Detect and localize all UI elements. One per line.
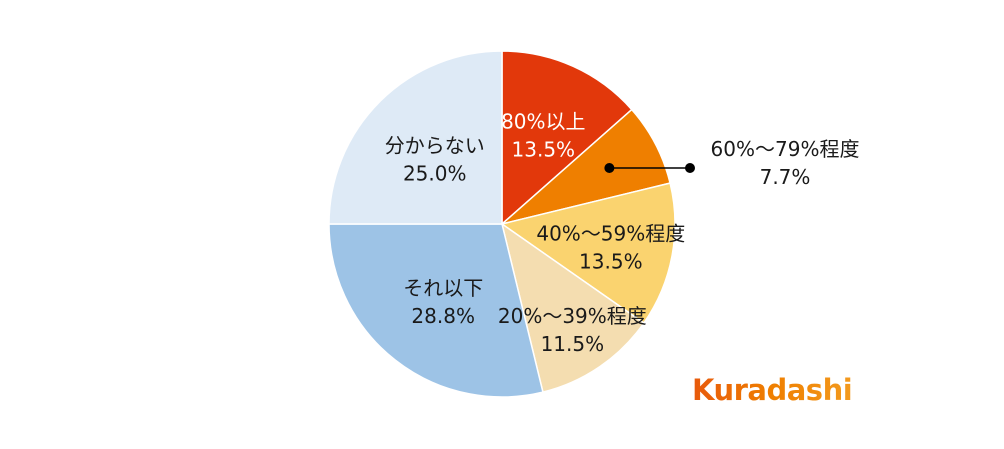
callout-line	[604, 163, 695, 174]
slice-label-2: 60%～79%程度	[711, 137, 860, 161]
pie-slice-3	[500, 182, 676, 325]
slice-value-1: 13.5%	[512, 138, 576, 162]
pie-slice-4	[500, 222, 645, 393]
slice-label-6: 分からない	[385, 134, 485, 158]
slice-value-6: 25.0%	[403, 162, 467, 186]
slice-value-3: 13.5%	[579, 249, 643, 273]
slice-label-5: それ以下	[403, 276, 483, 300]
logo-text: Kuradashi	[692, 373, 853, 407]
pie-slices	[328, 50, 676, 398]
slice-labels: 80%以上 13.5% 60%～79%程度 7.7% 40%～59%程度 13.5% 20%…	[385, 110, 860, 356]
slice-value-5: 28.8%	[411, 304, 475, 328]
slice-label-1: 80%以上	[501, 110, 585, 134]
pie-slice-6	[328, 50, 503, 225]
slice-value-4: 11.5%	[541, 332, 605, 356]
slice-label-4: 20%～39%程度	[498, 304, 647, 328]
slice-label-3: 40%～59%程度	[536, 221, 685, 245]
slice-value-2: 7.7%	[760, 165, 811, 189]
pie-slice-5	[328, 223, 544, 398]
kuradashi-logo: Kuradashi	[692, 373, 853, 407]
callout-dot-outer	[685, 163, 695, 174]
pie-slice-1	[501, 50, 633, 226]
callout-dot-inner	[604, 163, 615, 174]
